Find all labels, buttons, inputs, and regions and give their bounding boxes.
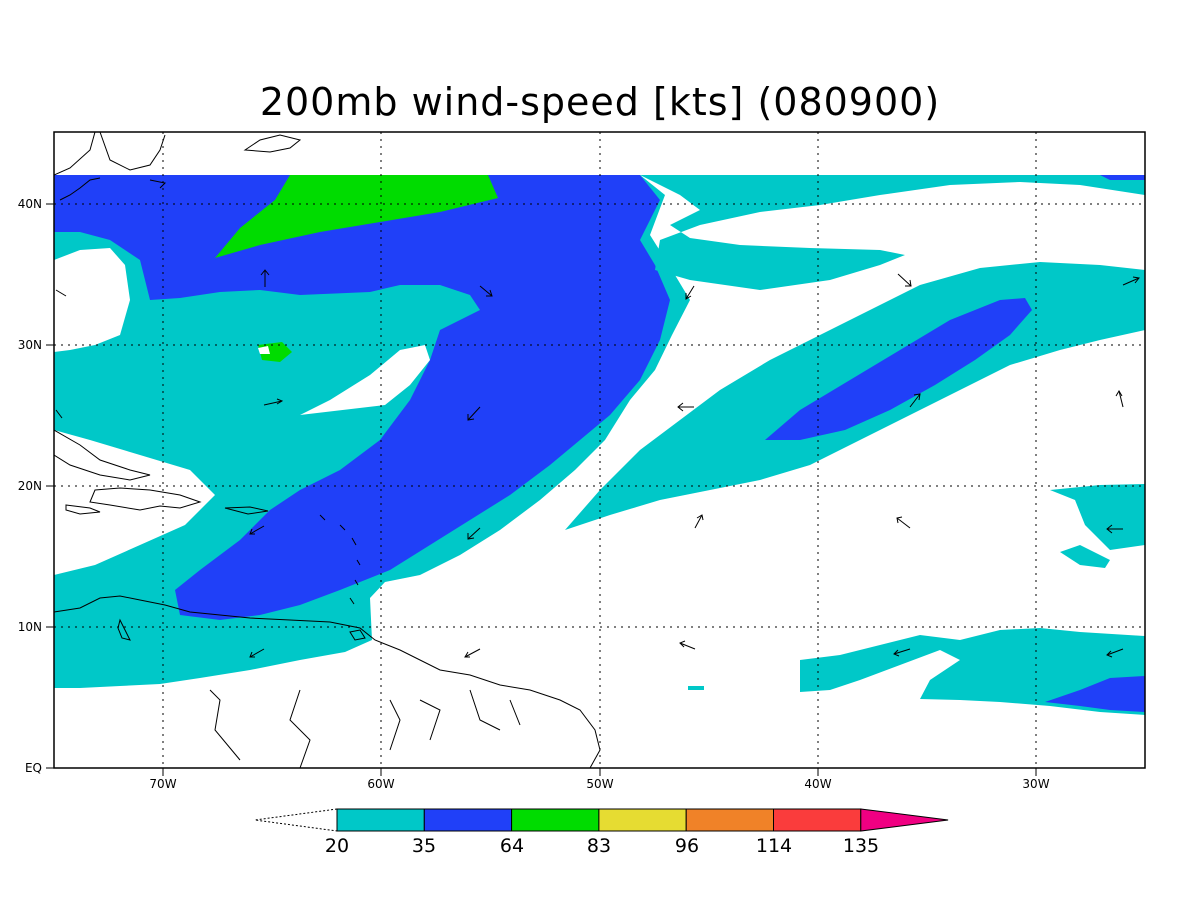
contour-band-20-35-east-blob [1060, 545, 1110, 568]
wind-arrow [893, 648, 911, 657]
wind-arrow [479, 285, 493, 297]
north-america-coast [54, 132, 167, 201]
lat-tick-label: 20N [18, 479, 42, 493]
colorbar-label: 135 [843, 835, 879, 857]
nova-scotia-coast [243, 134, 302, 153]
colorbar-low-arrow [254, 808, 338, 832]
cuba-coast [54, 429, 151, 481]
coastlines [54, 132, 601, 768]
wind-arrow [464, 648, 481, 658]
south-america-coast [54, 595, 601, 768]
wind-arrow [1106, 524, 1123, 534]
colorbar-label: 64 [500, 835, 524, 857]
lon-tick-label: 30W [1022, 777, 1049, 791]
colorbar-label: 114 [756, 835, 792, 857]
wind-arrow [1115, 390, 1124, 408]
contour-hole-west [54, 248, 130, 352]
lon-tick-label: 40W [804, 777, 831, 791]
contour-hole-gyre [258, 346, 270, 354]
wind-arrow [1122, 276, 1140, 286]
wind-arrow [909, 393, 921, 408]
wind-arrow [694, 514, 704, 529]
colorbar-swatch [860, 808, 949, 832]
contour-band-20-35-small-patch [688, 686, 704, 690]
lat-tick-label: 10N [18, 620, 42, 634]
colorbar-labels: 20 35 64 83 96 114 135 [325, 835, 879, 857]
wind-arrow [467, 527, 481, 540]
colorbar-swatch [598, 808, 687, 832]
colorbar-label: 96 [675, 835, 699, 857]
colorbar-swatch [423, 808, 513, 832]
lon-tick-label: 70W [149, 777, 176, 791]
contour-band-35-64-east [765, 298, 1032, 440]
lon-axis-labels: 70W 60W 50W 40W 30W [149, 777, 1049, 791]
hispaniola-coast [89, 487, 202, 511]
colorbar-label: 83 [587, 835, 611, 857]
lon-tick-label: 50W [586, 777, 613, 791]
contour-hole-central [300, 345, 430, 415]
tick-marks [46, 203, 1037, 776]
contour-band-35-64-west [54, 175, 670, 620]
contour-band-35-64-northeast [1100, 175, 1145, 180]
wind-arrow [249, 525, 265, 535]
lat-tick-label: 30N [18, 338, 42, 352]
colorbar-label: 35 [412, 835, 436, 857]
wind-contours [54, 175, 1145, 715]
contour-band-64-83-north [215, 175, 498, 258]
graticule [54, 132, 1145, 768]
contour-band-20-35-northeast [640, 175, 1145, 290]
wind-arrow [260, 269, 270, 287]
wind-arrow [685, 285, 695, 300]
lat-axis-labels: 40N 30N 20N 10N EQ [18, 197, 42, 775]
contour-band-20-35-east-edge [1050, 484, 1145, 550]
colorbar-swatch [511, 808, 600, 832]
wind-arrow [679, 640, 696, 650]
map-title: 200mb wind-speed [kts] (080900) [259, 80, 941, 124]
lon-tick-label: 60W [367, 777, 394, 791]
wind-arrow [55, 409, 63, 419]
wind-arrow [263, 398, 284, 406]
wind-arrow [896, 516, 911, 529]
wind-arrow [249, 648, 265, 658]
contour-band-20-35-southeast [800, 628, 1145, 715]
puerto-rico-coast [224, 506, 269, 515]
wind-arrow [467, 406, 481, 421]
colorbar-swatches [336, 808, 949, 832]
wind-vectors [55, 269, 1140, 658]
trinidad-coast [349, 629, 366, 641]
colorbar-swatch [336, 808, 425, 832]
colorbar-swatch [685, 808, 775, 832]
wind-arrow [55, 289, 67, 297]
lat-tick-label: 40N [18, 197, 42, 211]
lat-tick-label: EQ [25, 761, 42, 775]
wind-arrow [897, 273, 912, 287]
colorbar: 20 35 64 83 96 114 135 [254, 808, 949, 857]
colorbar-swatch [773, 808, 862, 832]
lesser-antilles-coast [319, 514, 361, 605]
contour-band-35-64-southeast [1045, 676, 1145, 712]
contour-hole-southwest [54, 430, 215, 575]
colorbar-label: 20 [325, 835, 349, 857]
wind-arrow [677, 402, 694, 412]
wind-arrow [1106, 648, 1124, 658]
south-america-borders [209, 689, 521, 768]
jamaica-coast [65, 504, 101, 515]
